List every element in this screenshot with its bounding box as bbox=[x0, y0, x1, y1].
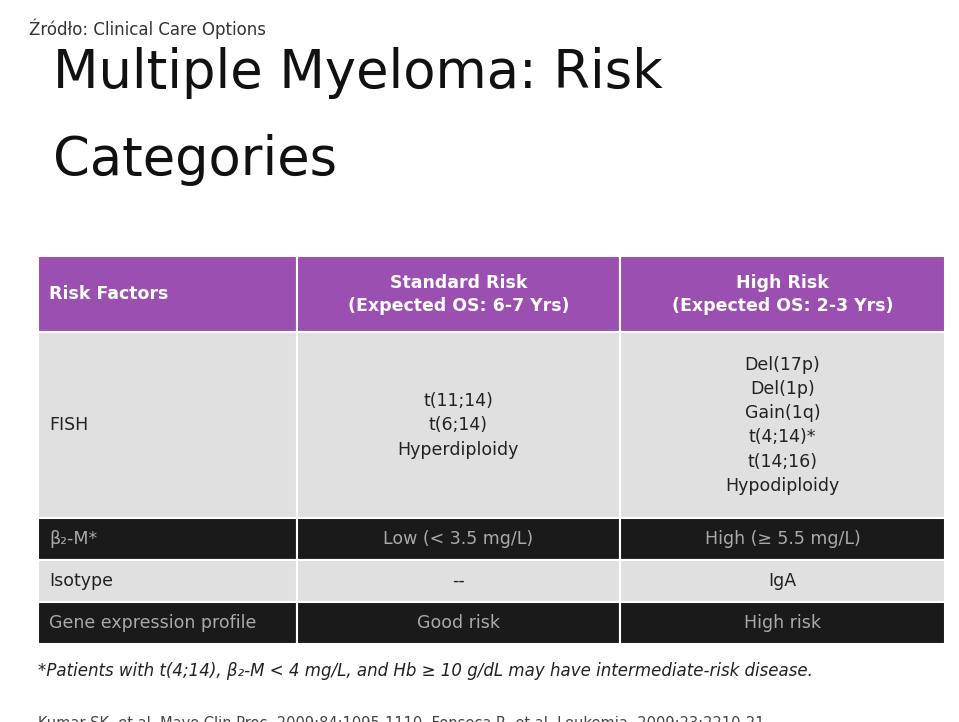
Text: FISH: FISH bbox=[49, 417, 88, 434]
Bar bbox=[620, 256, 945, 332]
Text: Del(17p)
Del(1p)
Gain(1q)
t(4;14)*
t(14;16)
Hypodiploidy: Del(17p) Del(1p) Gain(1q) t(4;14)* t(14;… bbox=[725, 355, 839, 495]
Text: High Risk
(Expected OS: 2-3 Yrs): High Risk (Expected OS: 2-3 Yrs) bbox=[671, 274, 893, 315]
Bar bbox=[620, 560, 945, 602]
Text: Standard Risk
(Expected OS: 6-7 Yrs): Standard Risk (Expected OS: 6-7 Yrs) bbox=[348, 274, 569, 315]
Text: Low (< 3.5 mg/L): Low (< 3.5 mg/L) bbox=[384, 531, 533, 548]
Bar bbox=[38, 256, 296, 332]
Text: --: -- bbox=[452, 573, 465, 590]
Text: t(11;14)
t(6;14)
Hyperdiploidy: t(11;14) t(6;14) Hyperdiploidy bbox=[398, 392, 519, 458]
Text: IgA: IgA bbox=[768, 573, 797, 590]
Text: High (≥ 5.5 mg/L): High (≥ 5.5 mg/L) bbox=[705, 531, 860, 548]
Text: Gene expression profile: Gene expression profile bbox=[49, 614, 257, 632]
Text: Kumar SK, et al. Mayo Clin Proc. 2009;84:1095-1110. Fonseca R, et al. Leukemia. : Kumar SK, et al. Mayo Clin Proc. 2009;84… bbox=[38, 716, 793, 722]
Text: Źródło: Clinical Care Options: Źródło: Clinical Care Options bbox=[29, 18, 266, 38]
Bar bbox=[38, 602, 296, 644]
Text: Categories: Categories bbox=[53, 134, 337, 186]
Bar bbox=[620, 332, 945, 518]
Bar bbox=[296, 560, 620, 602]
Bar bbox=[38, 560, 296, 602]
Text: High risk: High risk bbox=[744, 614, 821, 632]
Bar bbox=[296, 256, 620, 332]
Bar bbox=[620, 602, 945, 644]
Bar bbox=[296, 518, 620, 560]
Text: β₂-M*: β₂-M* bbox=[49, 531, 98, 548]
Text: Isotype: Isotype bbox=[49, 573, 113, 590]
Text: *Patients with t(4;14), β₂-M < 4 mg/L, and Hb ≥ 10 g/dL may have intermediate-ri: *Patients with t(4;14), β₂-M < 4 mg/L, a… bbox=[38, 662, 813, 680]
Text: Good risk: Good risk bbox=[417, 614, 500, 632]
Bar bbox=[296, 332, 620, 518]
Bar bbox=[38, 518, 296, 560]
Bar bbox=[296, 602, 620, 644]
Text: Risk Factors: Risk Factors bbox=[49, 285, 169, 303]
Bar bbox=[38, 332, 296, 518]
Bar bbox=[620, 518, 945, 560]
Text: Multiple Myeloma: Risk: Multiple Myeloma: Risk bbox=[53, 47, 663, 99]
